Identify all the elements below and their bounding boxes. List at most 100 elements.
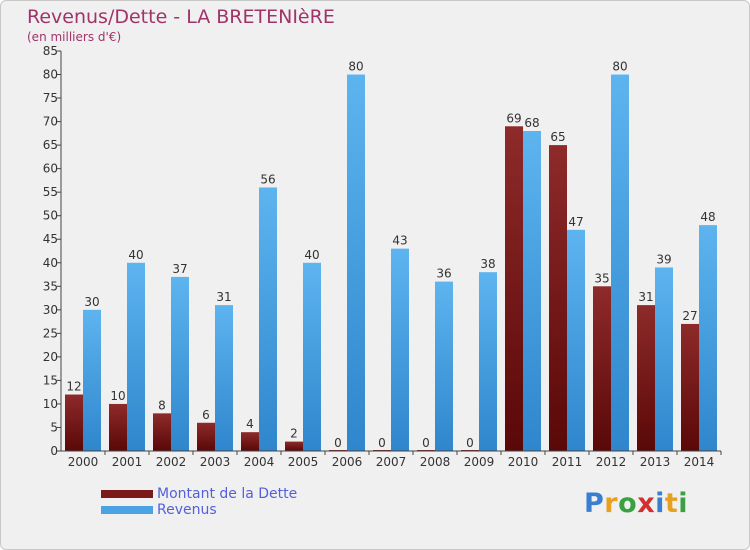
y-tick-label: 65 bbox=[43, 138, 58, 152]
data-label-debt-2009: 0 bbox=[466, 436, 474, 450]
data-label-debt-2002: 8 bbox=[158, 398, 166, 412]
bar-revenue-2005 bbox=[303, 262, 321, 451]
bar-revenue-2013 bbox=[655, 267, 673, 451]
x-tick-label-2005: 2005 bbox=[288, 455, 319, 469]
y-tick-label: 0 bbox=[50, 444, 58, 458]
legend-label-revenue: Revenus bbox=[157, 502, 217, 518]
bar-debt-2004 bbox=[241, 432, 259, 451]
bar-revenue-2000 bbox=[83, 309, 101, 451]
data-label-revenue-2013: 39 bbox=[656, 252, 671, 266]
x-tick-label-2006: 2006 bbox=[332, 455, 363, 469]
y-tick-label: 25 bbox=[43, 326, 58, 340]
bar-debt-2003 bbox=[197, 422, 215, 451]
logo-letter: t bbox=[664, 488, 679, 519]
data-label-debt-2000: 12 bbox=[66, 380, 81, 394]
x-tick-label-2014: 2014 bbox=[684, 455, 715, 469]
y-tick-label: 40 bbox=[43, 256, 58, 270]
bar-debt-2012 bbox=[593, 286, 611, 451]
data-label-debt-2007: 0 bbox=[378, 436, 386, 450]
proxiti-logo: Proxiti bbox=[584, 488, 688, 519]
y-tick-label: 10 bbox=[43, 397, 58, 411]
data-label-revenue-2008: 36 bbox=[436, 267, 451, 281]
data-label-revenue-2004: 56 bbox=[260, 172, 275, 186]
y-tick-label: 80 bbox=[43, 68, 58, 82]
data-label-revenue-2000: 30 bbox=[84, 295, 99, 309]
bar-revenue-2001 bbox=[127, 262, 145, 451]
bar-debt-2013 bbox=[637, 305, 655, 451]
data-label-debt-2003: 6 bbox=[202, 408, 210, 422]
x-tick-label-2011: 2011 bbox=[552, 455, 583, 469]
y-tick-label: 70 bbox=[43, 115, 58, 129]
data-label-debt-2008: 0 bbox=[422, 436, 430, 450]
data-label-debt-2005: 2 bbox=[290, 427, 298, 441]
y-tick-label: 30 bbox=[43, 303, 58, 317]
bar-revenue-2010 bbox=[523, 131, 541, 451]
x-tick-label-2003: 2003 bbox=[200, 455, 231, 469]
y-tick-label: 5 bbox=[50, 420, 58, 434]
data-label-debt-2014: 27 bbox=[682, 309, 697, 323]
logo-letter: P bbox=[584, 488, 605, 519]
x-tick-label-2002: 2002 bbox=[156, 455, 187, 469]
logo-letter: o bbox=[618, 488, 638, 519]
bar-revenue-2004 bbox=[259, 187, 277, 451]
x-tick-label-2008: 2008 bbox=[420, 455, 451, 469]
y-tick-label: 75 bbox=[43, 91, 58, 105]
data-label-debt-2011: 65 bbox=[550, 130, 565, 144]
logo-letter: r bbox=[604, 488, 619, 519]
bar-revenue-2002 bbox=[171, 276, 189, 451]
data-label-revenue-2003: 31 bbox=[216, 290, 231, 304]
logo-letter: x bbox=[637, 488, 656, 519]
data-label-revenue-2009: 38 bbox=[480, 257, 495, 271]
y-tick-label: 20 bbox=[43, 350, 58, 364]
data-label-revenue-2005: 40 bbox=[304, 248, 319, 262]
data-label-revenue-2007: 43 bbox=[392, 234, 407, 248]
bar-revenue-2012 bbox=[611, 74, 629, 451]
data-label-revenue-2010: 68 bbox=[524, 116, 539, 130]
data-label-revenue-2012: 80 bbox=[612, 60, 627, 74]
legend-swatch-revenue bbox=[101, 506, 153, 514]
x-tick-label-2004: 2004 bbox=[244, 455, 275, 469]
bar-debt-2001 bbox=[109, 403, 127, 451]
bar-revenue-2006 bbox=[347, 74, 365, 451]
y-tick-label: 15 bbox=[43, 373, 58, 387]
legend-swatch-debt bbox=[101, 490, 153, 498]
x-tick-label-2010: 2010 bbox=[508, 455, 539, 469]
x-tick-label-2001: 2001 bbox=[112, 455, 143, 469]
x-tick-label-2007: 2007 bbox=[376, 455, 407, 469]
data-label-debt-2012: 35 bbox=[594, 271, 609, 285]
y-tick-label: 85 bbox=[43, 44, 58, 58]
chart-title: Revenus/Dette - LA BRETENIèRE bbox=[27, 6, 335, 28]
bar-debt-2005 bbox=[285, 441, 303, 451]
bar-revenue-2014 bbox=[699, 225, 717, 451]
y-tick-label: 50 bbox=[43, 209, 58, 223]
data-label-revenue-2014: 48 bbox=[700, 210, 715, 224]
bar-debt-2002 bbox=[153, 413, 171, 451]
x-tick-label-2000: 2000 bbox=[68, 455, 99, 469]
logo-letter: i bbox=[655, 488, 665, 519]
data-label-debt-2006: 0 bbox=[334, 436, 342, 450]
y-tick-label: 60 bbox=[43, 162, 58, 176]
data-label-debt-2001: 10 bbox=[110, 389, 125, 403]
data-label-debt-2013: 31 bbox=[638, 290, 653, 304]
data-label-debt-2010: 69 bbox=[506, 111, 521, 125]
x-tick-label-2009: 2009 bbox=[464, 455, 495, 469]
y-tick-label: 35 bbox=[43, 279, 58, 293]
bar-debt-2000 bbox=[65, 394, 83, 451]
bar-revenue-2003 bbox=[215, 305, 233, 451]
logo-letter: i bbox=[678, 488, 689, 519]
y-tick-label: 55 bbox=[43, 185, 58, 199]
chart-subtitle: (en milliers d'€) bbox=[27, 30, 122, 44]
x-tick-label-2012: 2012 bbox=[596, 455, 627, 469]
x-tick-label-2013: 2013 bbox=[640, 455, 671, 469]
bar-debt-2011 bbox=[549, 145, 567, 451]
data-label-revenue-2006: 80 bbox=[348, 60, 363, 74]
bar-debt-2010 bbox=[505, 126, 523, 451]
bar-revenue-2007 bbox=[391, 248, 409, 451]
y-tick-label: 45 bbox=[43, 232, 58, 246]
data-label-revenue-2002: 37 bbox=[172, 262, 187, 276]
data-label-revenue-2001: 40 bbox=[128, 248, 143, 262]
data-label-debt-2004: 4 bbox=[246, 417, 254, 431]
bar-revenue-2008 bbox=[435, 281, 453, 451]
